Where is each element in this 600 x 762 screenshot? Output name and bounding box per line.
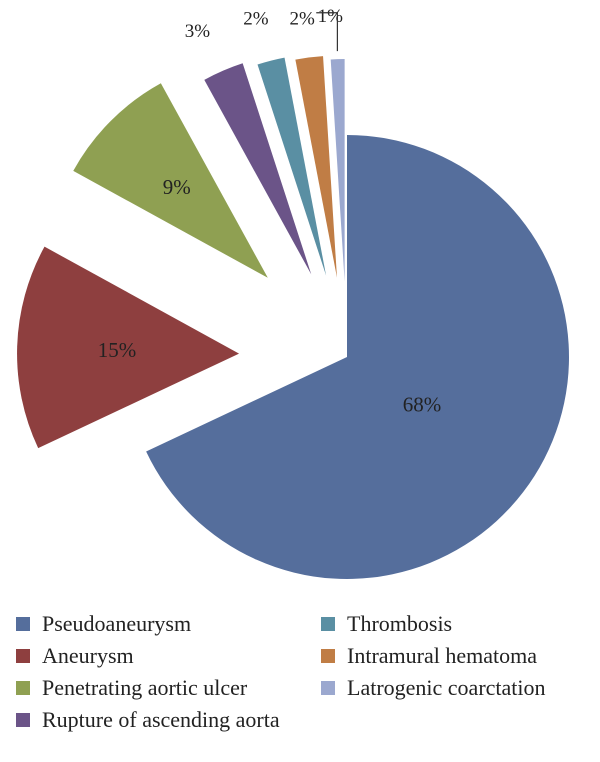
pie-slice-pseudoaneurysm	[146, 135, 569, 579]
pie-slice-intramural-hematoma	[295, 56, 337, 278]
legend-label: Rupture of ascending aorta	[42, 707, 280, 732]
pie-chart: 68%15%9%3%2% 2% 1%	[17, 6, 569, 579]
legend-label: Aneurysm	[42, 643, 134, 668]
legend-swatch	[321, 649, 335, 663]
pie-data-label: 3%	[185, 21, 211, 42]
pie-slice-latrogenic-coarctation	[330, 59, 345, 282]
legend-label: Thrombosis	[347, 611, 453, 636]
legend-item-rupture-of-ascending-aorta: Rupture of ascending aorta	[16, 706, 321, 734]
pie-slice-aneurysm	[17, 246, 240, 449]
chart-legend: Pseudoaneurysm Thrombosis Aneurysm Intra…	[16, 610, 586, 734]
legend-item-intramural-hematoma: Intramural hematoma	[321, 642, 586, 670]
legend-label: Latrogenic coarctation	[347, 675, 546, 700]
legend-item-penetrating-aortic-ulcer: Penetrating aortic ulcer	[16, 674, 321, 702]
legend-swatch	[16, 649, 30, 663]
legend-item-aneurysm: Aneurysm	[16, 642, 321, 670]
legend-swatch	[16, 617, 30, 631]
pie-slice-penetrating-aortic-ulcer	[73, 83, 268, 278]
pie-data-label: 68%	[403, 393, 442, 417]
pie-slice-thrombosis	[257, 57, 327, 276]
pie-data-label: 2%	[243, 9, 269, 30]
legend-swatch	[321, 681, 335, 695]
legend-label: Intramural hematoma	[347, 643, 537, 668]
legend-item-thrombosis: Thrombosis	[321, 610, 586, 638]
pie-data-label: 2%	[289, 9, 315, 30]
legend-label: Pseudoaneurysm	[42, 611, 192, 636]
label-leader-line	[316, 12, 338, 52]
legend-swatch	[16, 713, 30, 727]
legend-label: Penetrating aortic ulcer	[42, 675, 248, 700]
legend-item-pseudoaneurysm: Pseudoaneurysm	[16, 610, 321, 638]
legend-item-latrogenic-coarctation: Latrogenic coarctation	[321, 674, 586, 702]
legend-swatch	[321, 617, 335, 631]
pie-data-label: 1%	[318, 6, 344, 27]
pie-data-label: 9%	[163, 175, 191, 199]
legend-swatch	[16, 681, 30, 695]
pie-slice-rupture-of-ascending-aorta	[204, 63, 312, 275]
pie-data-label: 15%	[98, 338, 137, 362]
